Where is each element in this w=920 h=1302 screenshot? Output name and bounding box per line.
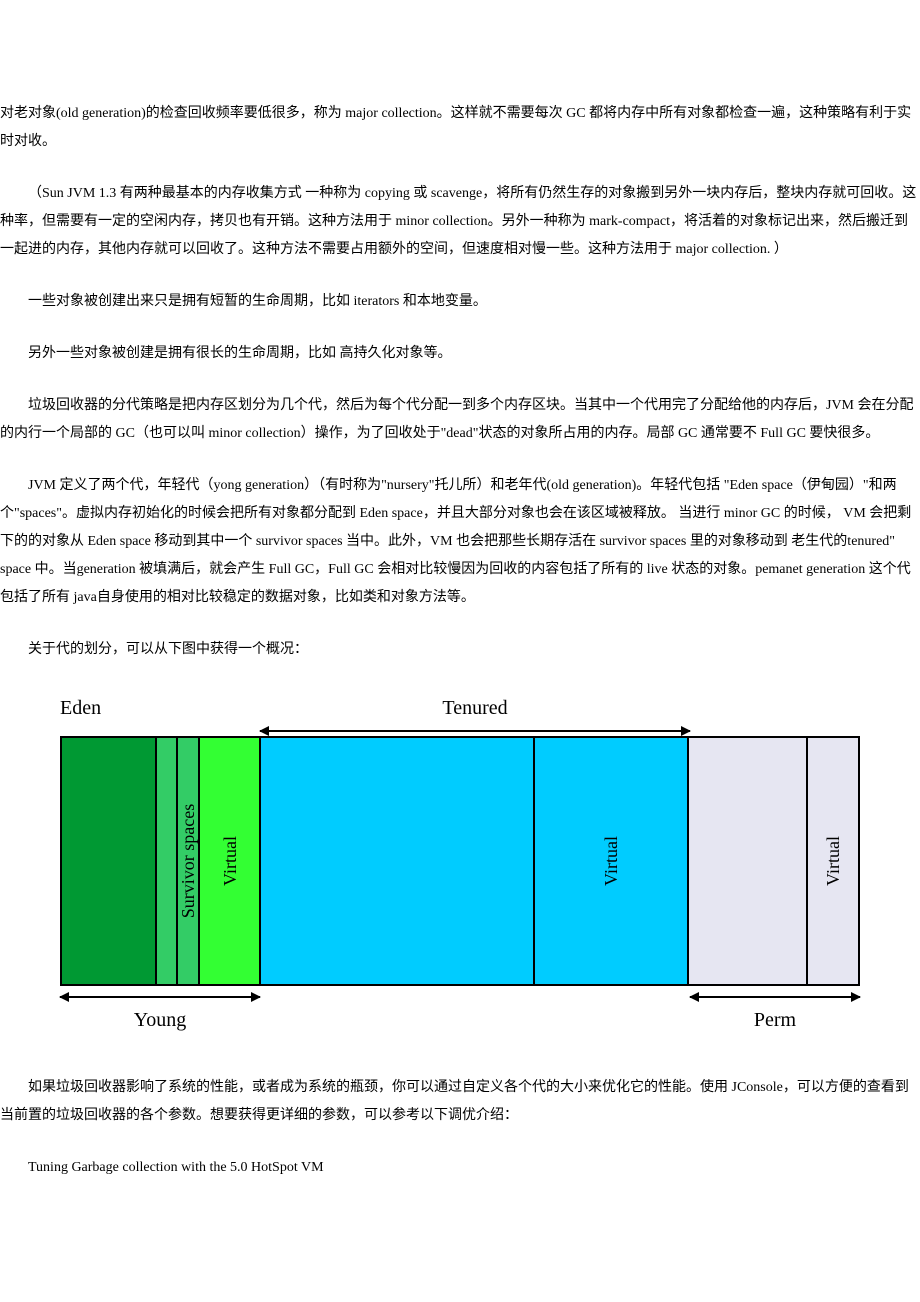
paragraph: （Sun JVM 1.3 有两种最基本的内存收集方式 一种称为 copying … xyxy=(0,180,920,264)
seg-survivor2: Survivor spaces xyxy=(178,738,200,984)
seg-eden xyxy=(62,738,157,984)
perm-label: Perm xyxy=(690,1000,860,1040)
young-label: Young xyxy=(60,1000,260,1040)
paragraph: 对老对象(old generation)的检查回收频率要低很多，称为 major… xyxy=(0,100,920,156)
paragraph: 垃圾回收器的分代策略是把内存区划分为几个代，然后为每个代分配一到多个内存区块。当… xyxy=(0,392,920,448)
young-label-wrap: Young xyxy=(60,994,260,1040)
paragraph: 关于代的划分，可以从下图中获得一个概况： xyxy=(0,636,920,664)
seg-tenured xyxy=(261,738,535,984)
top-label-row: Eden Tenured xyxy=(60,688,860,728)
seg-virtual-p: Virtual xyxy=(808,738,858,984)
seg-label: Virtual xyxy=(815,836,851,886)
perm-label-wrap: Perm xyxy=(690,994,860,1040)
generations-figure: Eden Tenured Survivor spaces Virtual Virtu… xyxy=(60,688,920,1044)
seg-label: Virtual xyxy=(212,836,248,886)
seg-virtual-y: Virtual xyxy=(200,738,261,984)
seg-virtual-t: Virtual xyxy=(535,738,689,984)
seg-label: Virtual xyxy=(593,836,629,886)
arrow-icon xyxy=(690,996,860,998)
paragraph: 另外一些对象被创建是拥有很长的生命周期，比如 高持久化对象等。 xyxy=(0,340,920,368)
bottom-label-row: Young Perm xyxy=(60,994,860,1044)
paragraph: 如果垃圾回收器影响了系统的性能，或者成为系统的瓶颈，你可以通过自定义各个代的大小… xyxy=(0,1074,920,1130)
seg-perm xyxy=(689,738,808,984)
arrow-icon xyxy=(60,996,260,998)
tenured-label: Tenured xyxy=(260,688,690,728)
paragraph: 一些对象被创建出来只是拥有短暂的生命周期，比如 iterators 和本地变量。 xyxy=(0,288,920,316)
bar-row: Survivor spaces Virtual Virtual Virtual xyxy=(60,736,860,986)
paragraph: Tuning Garbage collection with the 5.0 H… xyxy=(0,1154,920,1182)
eden-label: Eden xyxy=(60,688,101,728)
arrow-icon xyxy=(260,730,690,732)
tenured-label-wrap: Tenured xyxy=(260,688,690,732)
paragraph: JVM 定义了两个代，年轻代（yong generation）（有时称为"nur… xyxy=(0,472,920,612)
